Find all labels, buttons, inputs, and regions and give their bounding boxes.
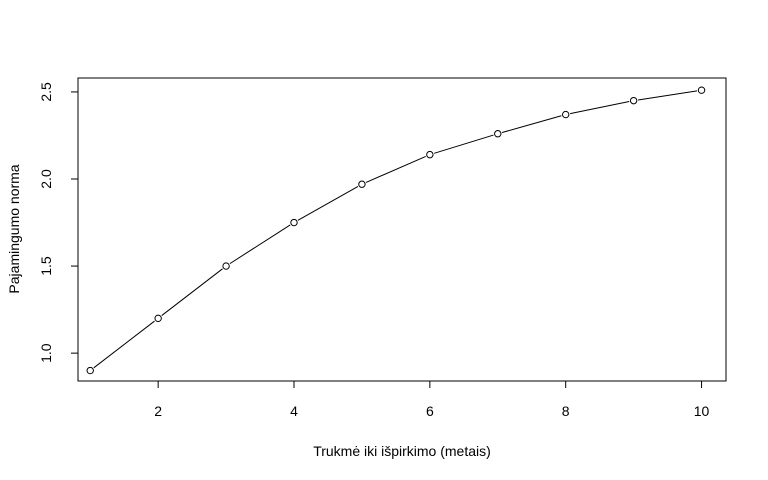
y-axis-label: Pajamingumo norma bbox=[6, 164, 22, 293]
x-axis-label: Trukmė iki išpirkimo (metais) bbox=[313, 443, 491, 459]
data-point bbox=[86, 366, 94, 375]
data-point bbox=[561, 110, 570, 119]
series-line-segment bbox=[365, 155, 426, 183]
series-line-segment bbox=[637, 90, 698, 101]
y-axis: 1.0 1.5 2.0 2.5 bbox=[38, 82, 78, 363]
y-tick-label: 2.0 bbox=[38, 169, 54, 189]
series-line-segment bbox=[297, 185, 359, 221]
x-tick-label: 4 bbox=[290, 403, 298, 419]
data-point bbox=[697, 86, 706, 94]
y-tick-label: 2.5 bbox=[38, 82, 54, 102]
data-point bbox=[154, 314, 162, 323]
data-point bbox=[222, 262, 230, 270]
series-line-segment bbox=[570, 101, 630, 115]
data-point bbox=[290, 218, 298, 227]
data-point bbox=[426, 150, 434, 159]
x-tick-label: 10 bbox=[694, 403, 710, 419]
series-line-segment bbox=[501, 115, 562, 133]
plot-frame bbox=[77, 77, 727, 382]
series-line-segment bbox=[93, 320, 155, 369]
series-line-segment bbox=[434, 134, 494, 154]
x-tick-label: 2 bbox=[154, 403, 162, 419]
y-tick-label: 1.0 bbox=[38, 343, 54, 363]
data-point bbox=[358, 180, 366, 188]
series-line-segment bbox=[229, 224, 291, 265]
y-tick-label: 1.5 bbox=[38, 256, 54, 276]
x-tick-label: 6 bbox=[426, 403, 434, 419]
series-group bbox=[86, 86, 706, 375]
x-tick-label: 8 bbox=[562, 403, 570, 419]
data-point bbox=[494, 130, 502, 138]
x-axis: 2 4 6 8 10 bbox=[154, 381, 710, 419]
data-point bbox=[629, 96, 638, 105]
series-line-segment bbox=[161, 268, 223, 316]
